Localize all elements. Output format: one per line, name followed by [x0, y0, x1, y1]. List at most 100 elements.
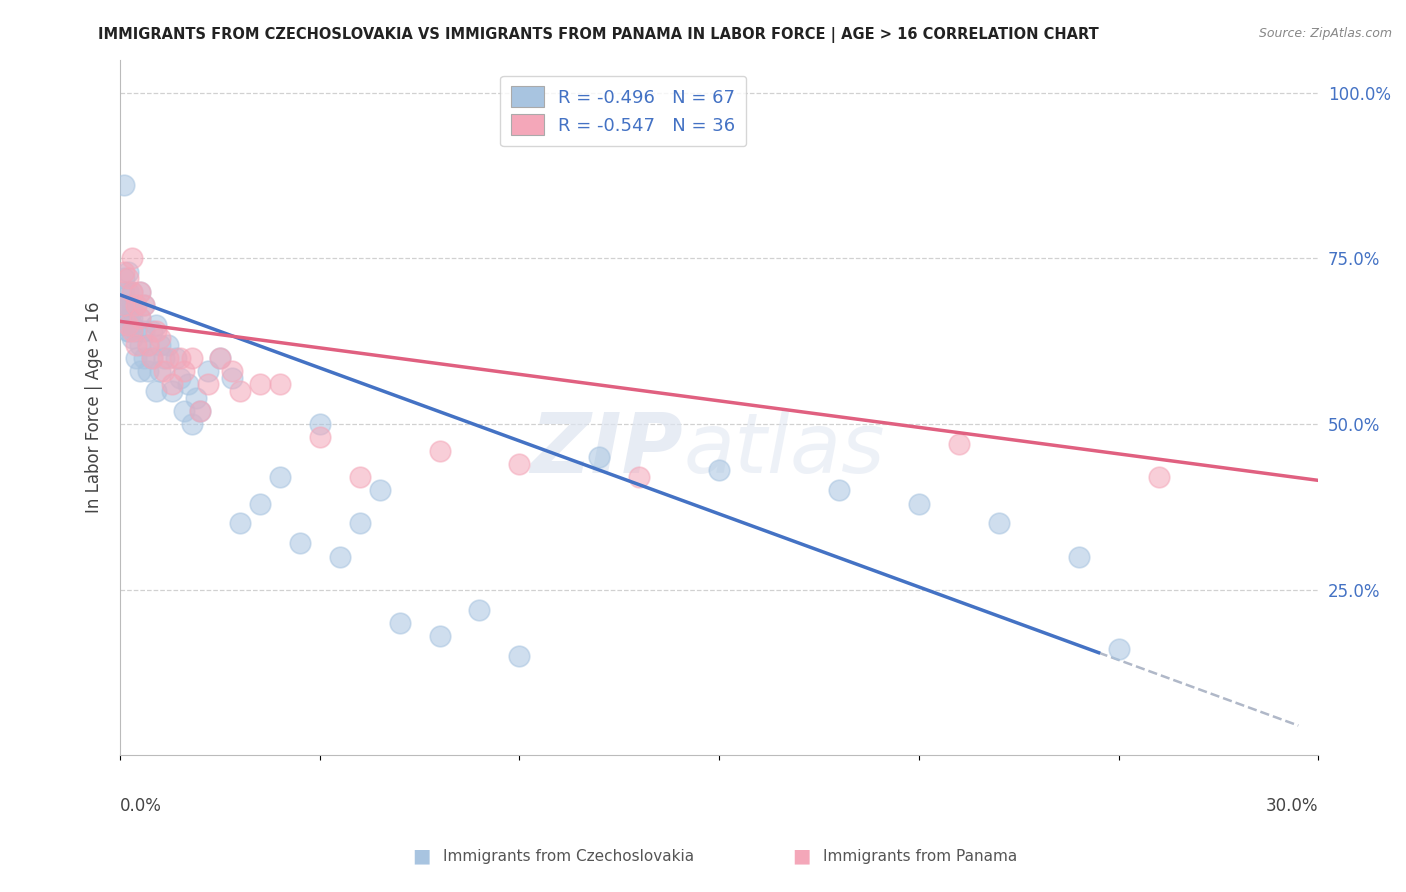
Point	[129, 311, 152, 326]
Point	[117, 298, 139, 312]
Point	[197, 377, 219, 392]
Point	[112, 298, 135, 312]
Point	[229, 384, 252, 398]
Point	[129, 364, 152, 378]
Point	[125, 298, 148, 312]
Point	[249, 377, 271, 392]
Point	[349, 516, 371, 531]
Point	[112, 318, 135, 332]
Point	[117, 265, 139, 279]
Point	[628, 470, 651, 484]
Point	[208, 351, 231, 365]
Point	[308, 430, 330, 444]
Point	[508, 648, 530, 663]
Point	[149, 331, 172, 345]
Point	[173, 404, 195, 418]
Point	[288, 536, 311, 550]
Point	[1108, 642, 1130, 657]
Point	[180, 417, 202, 431]
Text: Immigrants from Czechoslovakia: Immigrants from Czechoslovakia	[443, 849, 695, 863]
Point	[117, 304, 139, 318]
Point	[121, 252, 143, 266]
Point	[121, 311, 143, 326]
Point	[136, 337, 159, 351]
Point	[1147, 470, 1170, 484]
Point	[221, 364, 243, 378]
Point	[132, 298, 155, 312]
Point	[987, 516, 1010, 531]
Point	[429, 629, 451, 643]
Point	[129, 311, 152, 326]
Point	[149, 364, 172, 378]
Point	[129, 285, 152, 299]
Point	[156, 337, 179, 351]
Point	[112, 265, 135, 279]
Point	[153, 364, 176, 378]
Point	[129, 337, 152, 351]
Text: ■: ■	[412, 847, 432, 866]
Point	[145, 324, 167, 338]
Point	[132, 324, 155, 338]
Point	[269, 377, 291, 392]
Point	[707, 463, 730, 477]
Point	[145, 384, 167, 398]
Point	[429, 443, 451, 458]
Point	[141, 324, 163, 338]
Point	[388, 615, 411, 630]
Point	[121, 318, 143, 332]
Point	[828, 483, 851, 498]
Point	[156, 351, 179, 365]
Point	[349, 470, 371, 484]
Text: Immigrants from Panama: Immigrants from Panama	[823, 849, 1017, 863]
Point	[136, 364, 159, 378]
Text: ■: ■	[792, 847, 811, 866]
Point	[308, 417, 330, 431]
Legend: R = -0.496   N = 67, R = -0.547   N = 36: R = -0.496 N = 67, R = -0.547 N = 36	[501, 76, 747, 146]
Point	[112, 285, 135, 299]
Text: ZIP: ZIP	[530, 409, 683, 490]
Point	[229, 516, 252, 531]
Point	[141, 351, 163, 365]
Point	[169, 370, 191, 384]
Point	[121, 304, 143, 318]
Point	[221, 370, 243, 384]
Text: IMMIGRANTS FROM CZECHOSLOVAKIA VS IMMIGRANTS FROM PANAMA IN LABOR FORCE | AGE > : IMMIGRANTS FROM CZECHOSLOVAKIA VS IMMIGR…	[98, 27, 1099, 43]
Point	[121, 285, 143, 299]
Point	[141, 351, 163, 365]
Point	[125, 351, 148, 365]
Point	[508, 457, 530, 471]
Y-axis label: In Labor Force | Age > 16: In Labor Force | Age > 16	[86, 301, 103, 513]
Point	[188, 404, 211, 418]
Point	[165, 351, 187, 365]
Point	[153, 351, 176, 365]
Point	[329, 549, 352, 564]
Point	[121, 324, 143, 338]
Point	[269, 470, 291, 484]
Text: Source: ZipAtlas.com: Source: ZipAtlas.com	[1258, 27, 1392, 40]
Point	[180, 351, 202, 365]
Text: atlas: atlas	[683, 409, 884, 490]
Point	[125, 324, 148, 338]
Point	[117, 324, 139, 338]
Point	[948, 437, 970, 451]
Point	[121, 285, 143, 299]
Point	[125, 298, 148, 312]
Point	[117, 271, 139, 285]
Point	[368, 483, 391, 498]
Point	[112, 271, 135, 285]
Point	[125, 337, 148, 351]
Point	[112, 178, 135, 193]
Point	[208, 351, 231, 365]
Point	[117, 324, 139, 338]
Point	[177, 377, 200, 392]
Point	[908, 497, 931, 511]
Point	[160, 377, 183, 392]
Point	[132, 351, 155, 365]
Point	[145, 318, 167, 332]
Point	[121, 298, 143, 312]
Point	[149, 337, 172, 351]
Point	[188, 404, 211, 418]
Point	[132, 298, 155, 312]
Point	[117, 285, 139, 299]
Point	[121, 331, 143, 345]
